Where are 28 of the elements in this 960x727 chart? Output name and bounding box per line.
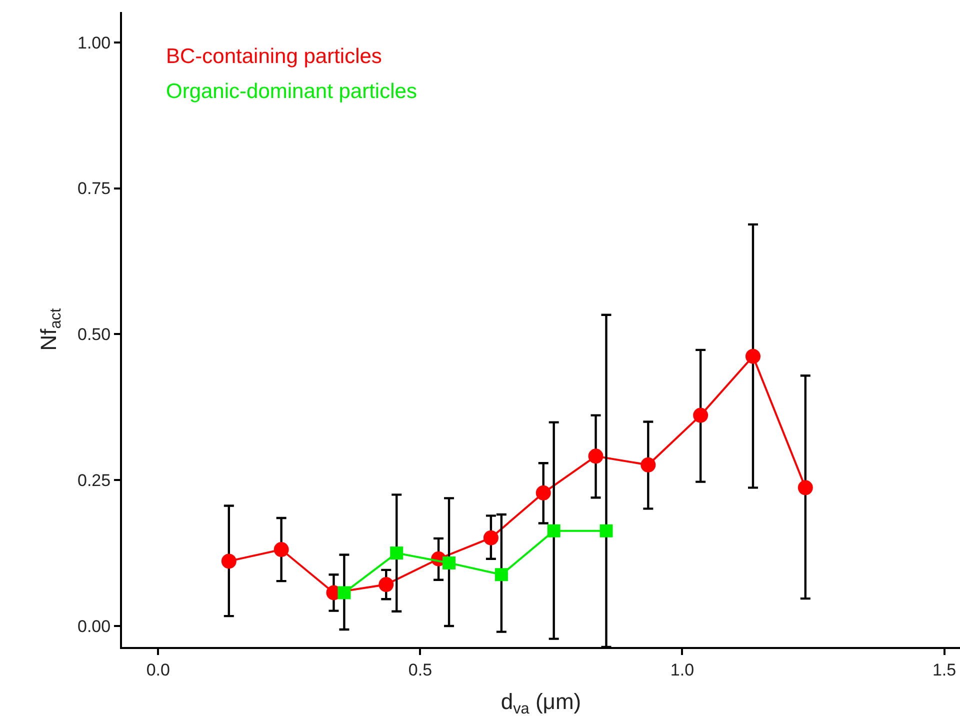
x-axis-title: d$_{va}$ (μm) <box>500 688 582 718</box>
point <box>221 554 236 569</box>
point <box>390 546 404 560</box>
point <box>798 480 813 496</box>
point <box>693 408 708 423</box>
point <box>745 348 760 364</box>
point <box>600 524 613 538</box>
y-tick-label: 0.75 <box>78 179 111 198</box>
point <box>442 556 456 570</box>
x-tick-label: 0.5 <box>408 660 432 680</box>
point <box>536 485 551 500</box>
point <box>483 530 498 546</box>
point <box>378 577 394 592</box>
text: BC-containing particles <box>166 45 382 68</box>
point <box>338 586 351 600</box>
x-tick-label: 1.0 <box>670 660 694 680</box>
y-tick-label: 0.00 <box>78 616 111 636</box>
point <box>588 448 604 464</box>
y-tick-label: 1.00 <box>78 33 111 52</box>
text: Organic-dominant particles <box>166 80 417 103</box>
point <box>547 524 560 538</box>
point <box>494 568 508 582</box>
x-tick-label: 0.0 <box>146 660 170 680</box>
y-tick-label: 0.25 <box>78 471 111 490</box>
x-tick-label: 1.5 <box>932 660 956 680</box>
y-tick-label: 0.50 <box>78 325 111 344</box>
point <box>274 542 289 558</box>
point <box>640 457 656 472</box>
